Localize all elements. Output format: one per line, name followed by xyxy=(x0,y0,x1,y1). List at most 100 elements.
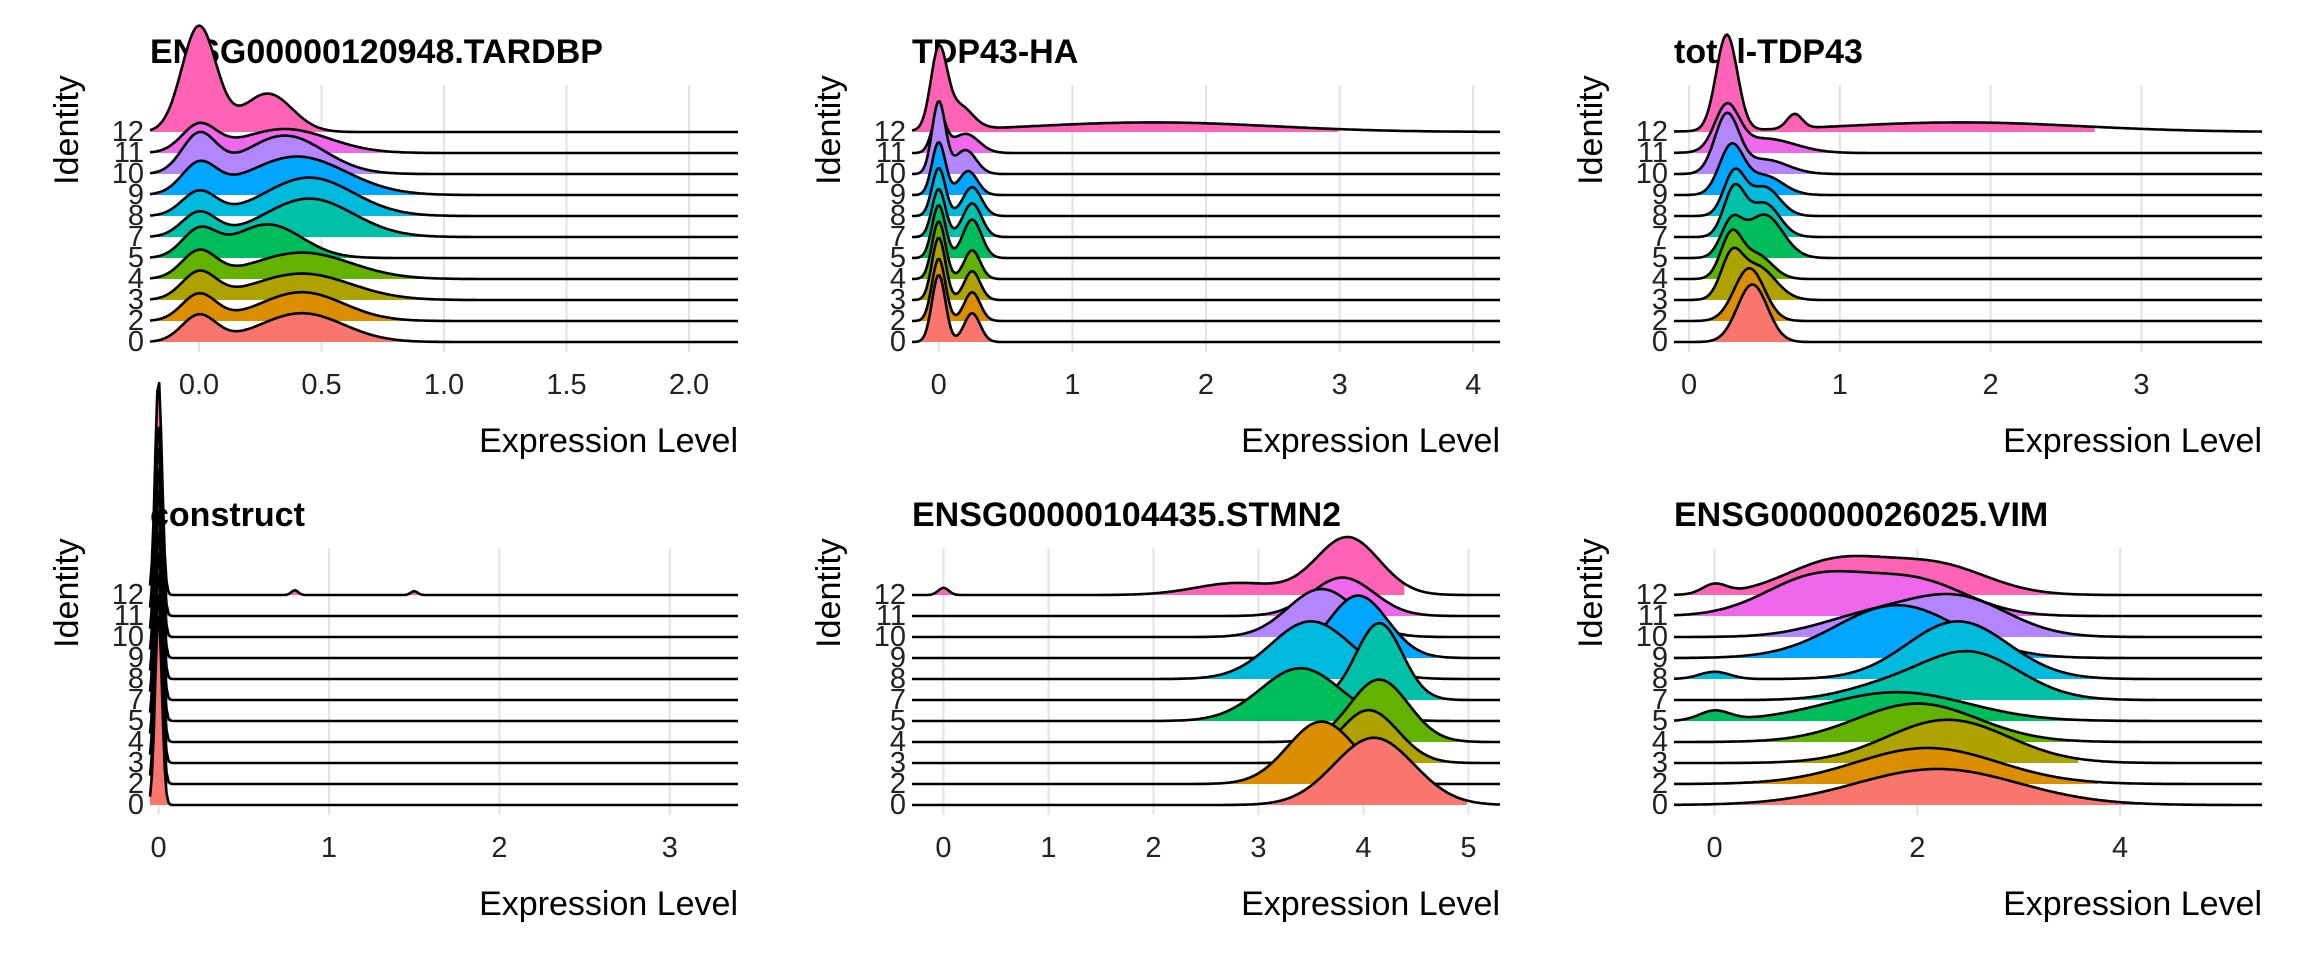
identity-tick-label: 3 xyxy=(1652,747,1668,779)
ridge-line-3 xyxy=(1674,718,2262,765)
identity-tick-label: 0 xyxy=(128,326,144,358)
identity-tick-label: 8 xyxy=(890,663,906,695)
ridge-line-12 xyxy=(911,43,1501,134)
identity-tick-label: 9 xyxy=(128,179,144,211)
identity-tick-label: 12 xyxy=(1636,116,1668,148)
identity-tick-label: 9 xyxy=(1652,179,1668,211)
ridge-fill-5 xyxy=(1674,692,2079,721)
y-axis-label: Identity xyxy=(1572,75,1610,185)
ridge-fill-0 xyxy=(1674,769,2139,805)
x-tick-label: 1 xyxy=(1064,369,1080,401)
x-tick-label: 2 xyxy=(1145,832,1161,864)
identity-tick-label: 11 xyxy=(876,600,906,632)
ridge-line-8 xyxy=(1674,167,2262,218)
x-tick-label: 3 xyxy=(1332,369,1348,401)
ridge-line-10 xyxy=(148,447,738,639)
ridge-line-2 xyxy=(1674,266,2262,323)
ridge-line-2 xyxy=(149,290,738,323)
x-tick-label: 3 xyxy=(1250,832,1266,864)
x-tick-label: 3 xyxy=(2133,369,2149,401)
identity-tick-label: 9 xyxy=(890,179,906,211)
x-axis-label: Expression Level xyxy=(479,422,738,460)
x-axis-label: Expression Level xyxy=(479,885,738,923)
y-axis-label: Identity xyxy=(1572,538,1610,648)
ridge-fill-2 xyxy=(150,292,468,321)
identity-tick-label: 4 xyxy=(890,263,906,295)
x-tick-label: 0 xyxy=(931,369,947,401)
identity-tick-label: 3 xyxy=(1652,284,1668,316)
identity-tick-label: 3 xyxy=(890,284,906,316)
ridge-line-0 xyxy=(148,615,738,807)
ridge-fill-4 xyxy=(1674,229,1825,279)
ridge-fill-11 xyxy=(150,122,468,153)
panel-title: total-TDP43 xyxy=(1674,33,1863,71)
ridge-line-11 xyxy=(148,426,738,618)
x-axis-label: Expression Level xyxy=(2003,422,2262,460)
identity-tick-label: 7 xyxy=(1652,684,1668,716)
ridge-line-5 xyxy=(149,223,738,260)
x-tick-label: 0 xyxy=(935,832,951,864)
ridge-line-7 xyxy=(148,510,738,702)
ridge-line-10 xyxy=(149,130,738,176)
identity-tick-label: 10 xyxy=(112,621,144,653)
identity-tick-label: 12 xyxy=(874,579,906,611)
identity-tick-label: 7 xyxy=(128,684,144,716)
x-tick-label: 4 xyxy=(1465,369,1481,401)
ridge-line-0 xyxy=(1674,767,2262,807)
ridge-fill-8 xyxy=(150,177,468,216)
identity-tick-label: 9 xyxy=(890,642,906,674)
ridge-fill-5 xyxy=(912,668,1427,721)
x-tick-label: 0 xyxy=(150,832,166,864)
identity-tick-label: 5 xyxy=(890,705,906,737)
ridge-line-7 xyxy=(912,188,1500,239)
identity-tick-label: 2 xyxy=(128,768,144,800)
ridge-line-11 xyxy=(1674,101,2262,155)
identity-tick-label: 11 xyxy=(1638,600,1668,632)
ridge-line-11 xyxy=(912,576,1500,618)
identity-tick-label: 8 xyxy=(128,200,144,232)
ridge-line-8 xyxy=(148,489,738,681)
ridge-fill-5 xyxy=(150,224,492,258)
identity-tick-label: 11 xyxy=(876,137,906,169)
x-tick-label: 5 xyxy=(1460,832,1476,864)
identity-tick-label: 3 xyxy=(890,747,906,779)
x-tick-label: 2 xyxy=(1909,832,1925,864)
x-tick-label: 0 xyxy=(1706,832,1722,864)
ridge-line-7 xyxy=(149,197,738,239)
ridge-fill-12 xyxy=(150,25,615,133)
ridge-line-2 xyxy=(1674,746,2262,786)
x-axis-label: Expression Level xyxy=(1241,885,1500,923)
ridge-mask-3 xyxy=(2080,759,2262,763)
identity-tick-label: 10 xyxy=(112,158,144,190)
identity-tick-label: 4 xyxy=(128,263,144,295)
identity-tick-label: 4 xyxy=(128,726,144,758)
ridge-line-2 xyxy=(148,594,738,786)
identity-tick-label: 5 xyxy=(128,705,144,737)
identity-tick-label: 5 xyxy=(1652,705,1668,737)
identity-tick-label: 8 xyxy=(128,663,144,695)
ridge-line-4 xyxy=(148,552,738,744)
ridge-fill-9 xyxy=(150,156,443,195)
ridge-fill-0 xyxy=(912,275,1032,342)
ridge-mask-12 xyxy=(1406,584,1500,595)
y-axis-label: Identity xyxy=(810,75,848,185)
ridge-line-7 xyxy=(1674,182,2262,239)
identity-tick-label: 3 xyxy=(128,747,144,779)
x-tick-label: 1 xyxy=(1832,369,1848,401)
panel-title: ENSG00000120948.TARDBP xyxy=(150,33,603,71)
ridge-fill-2 xyxy=(912,721,1447,784)
ridge-line-10 xyxy=(912,587,1500,639)
identity-tick-label: 2 xyxy=(1652,768,1668,800)
identity-tick-label: 11 xyxy=(114,137,144,169)
identity-tick-label: 11 xyxy=(114,600,144,632)
identity-tick-label: 3 xyxy=(128,284,144,316)
identity-tick-label: 0 xyxy=(1652,326,1668,358)
identity-tick-label: 2 xyxy=(128,305,144,337)
panel-title: ENSG00000026025.VIM xyxy=(1674,496,2048,534)
ridge-line-5 xyxy=(911,204,1500,260)
identity-tick-label: 12 xyxy=(874,116,906,148)
identity-tick-label: 5 xyxy=(128,242,144,274)
